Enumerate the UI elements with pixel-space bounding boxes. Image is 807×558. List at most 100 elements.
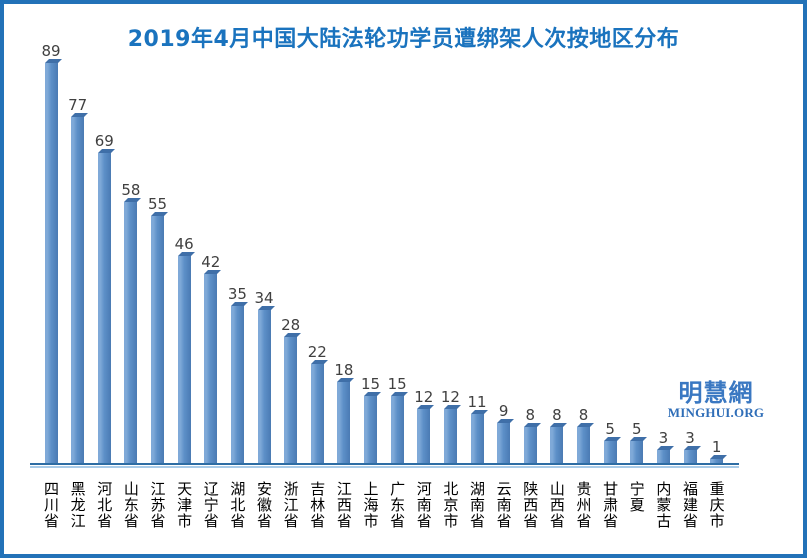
bar-value-label: 8 [578, 406, 589, 424]
bars-row: 89 77 69 58 55 46 42 35 34 28 22 18 15 15 12 12 11 9 8 8 8 5 5… [39, 4, 729, 463]
bar-value-label: 12 [440, 388, 460, 406]
bar [364, 395, 377, 463]
category-slot: 湖北省 [225, 481, 249, 529]
category-label: 内蒙古 [654, 481, 673, 529]
category-slot: 四川省 [39, 481, 63, 529]
bar-slot: 42 [199, 254, 223, 463]
category-label: 天津市 [175, 481, 194, 529]
bar-slot: 28 [279, 317, 303, 463]
category-slot: 安徽省 [252, 481, 276, 529]
bar-value-label: 22 [307, 343, 327, 361]
category-label: 安徽省 [255, 481, 273, 529]
category-slot: 广东省 [385, 481, 409, 529]
bar-slot: 34 [252, 290, 276, 463]
bar-slot: 1 [705, 437, 729, 463]
category-label: 广东省 [388, 481, 407, 529]
bar-slot: 11 [465, 392, 489, 463]
category-label: 黑龙江 [68, 481, 87, 529]
bar-value-label: 11 [467, 392, 487, 411]
category-slot: 天津市 [172, 481, 196, 529]
category-slot: 河北省 [92, 481, 116, 529]
category-slot: 黑龙江 [66, 481, 90, 529]
bar-slot: 15 [359, 374, 383, 463]
category-slot: 重庆市 [705, 481, 729, 529]
bar-value-label: 15 [360, 374, 381, 393]
bar-slot: 5 [598, 419, 622, 463]
bar [683, 449, 697, 463]
bar-value-label: 3 [685, 428, 695, 447]
category-slot: 宁夏 [625, 481, 649, 529]
category-slot: 云南省 [492, 481, 516, 529]
bar [71, 116, 85, 463]
category-label: 辽宁省 [201, 481, 220, 529]
category-label: 江西省 [334, 481, 353, 529]
bar-value-label: 69 [94, 131, 114, 150]
bar [230, 305, 244, 463]
category-slot: 浙江省 [279, 481, 303, 529]
bar-slot: 15 [385, 374, 409, 463]
category-label: 吉林省 [308, 481, 327, 529]
bar-value-label: 89 [41, 41, 61, 60]
category-label: 山西省 [547, 481, 566, 529]
bar-slot: 18 [332, 362, 356, 463]
bar [470, 413, 484, 463]
bar-value-label: 42 [201, 253, 221, 271]
bar-value-label: 35 [227, 284, 247, 303]
bar-slot: 55 [146, 195, 170, 463]
bar-slot: 77 [66, 95, 90, 463]
bar [656, 449, 670, 463]
bar [284, 337, 298, 463]
bar-value-label: 28 [281, 316, 301, 334]
bar-slot: 5 [625, 420, 649, 463]
bar [523, 427, 537, 463]
bar-slot: 12 [438, 389, 462, 463]
category-label: 上海市 [361, 481, 380, 529]
bar-value-label: 15 [387, 374, 407, 393]
bar-value-label: 77 [68, 95, 88, 114]
bar-slot: 9 [492, 401, 516, 463]
category-slot: 湖南省 [465, 481, 489, 529]
categories-row: 四川省 黑龙江 河北省 山东省 江苏省 天津市 辽宁省 湖北省 安徽省 浙江省 吉林省 江西省 上海市广… [39, 481, 729, 529]
bar [550, 427, 564, 463]
bar-value-label: 5 [605, 419, 615, 438]
bar-slot: 8 [545, 407, 569, 463]
bar-value-label: 1 [711, 437, 722, 456]
bar [417, 409, 431, 463]
category-label: 浙江省 [281, 481, 300, 529]
category-slot: 内蒙古 [651, 481, 675, 529]
category-label: 四川省 [42, 481, 60, 529]
category-slot: 福建省 [678, 481, 702, 529]
bar [443, 409, 457, 463]
category-slot: 上海市 [359, 481, 383, 529]
category-label: 江苏省 [148, 481, 167, 529]
bar-value-label: 46 [174, 235, 194, 253]
category-label: 北京市 [441, 481, 460, 529]
category-label: 山东省 [121, 481, 140, 529]
bar [390, 395, 404, 463]
category-slot: 吉林省 [305, 481, 329, 529]
bar-slot: 8 [572, 407, 596, 463]
bar [603, 440, 617, 463]
category-slot: 江苏省 [146, 481, 170, 529]
category-label: 甘肃省 [601, 481, 620, 529]
bar-value-label: 18 [334, 361, 354, 379]
category-slot: 贵州省 [572, 481, 596, 529]
category-slot: 江西省 [332, 481, 356, 529]
category-slot: 河南省 [412, 481, 436, 529]
category-label: 湖北省 [228, 481, 247, 529]
bar-value-label: 9 [498, 401, 509, 420]
bar-slot: 12 [412, 389, 436, 463]
x-axis-line-shadow [30, 466, 739, 468]
bar [577, 427, 590, 463]
bar [257, 310, 271, 463]
category-slot: 甘肃省 [598, 481, 622, 529]
bar-value-label: 3 [658, 428, 669, 447]
bar [310, 364, 324, 463]
bar [151, 215, 164, 463]
bar-slot: 35 [225, 284, 249, 463]
bar-slot: 46 [172, 236, 196, 463]
bar-slot: 58 [119, 182, 143, 463]
category-label: 陕西省 [521, 481, 540, 529]
category-label: 宁夏 [627, 481, 646, 513]
